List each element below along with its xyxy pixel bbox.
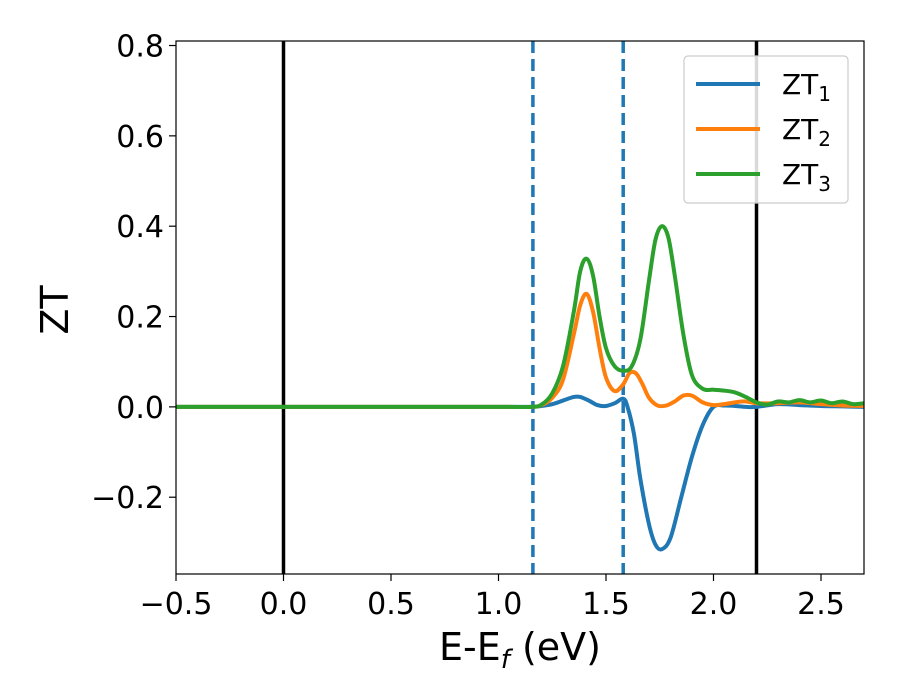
y-tick-label: −0.2 <box>91 481 164 516</box>
x-tick-label: 1.5 <box>582 587 630 622</box>
x-tick-label: 0.5 <box>367 587 415 622</box>
y-tick-label: 0.6 <box>116 120 164 155</box>
series-line-zt1 <box>176 394 864 552</box>
legend-label-zt2: ZT2 <box>782 113 831 151</box>
y-tick-label: 0.2 <box>116 301 164 336</box>
legend-label-zt1: ZT1 <box>782 68 831 106</box>
series-lines <box>176 224 864 552</box>
x-tick-label: 2.0 <box>690 587 738 622</box>
x-tick-label: 2.5 <box>797 587 845 622</box>
x-axis: −0.5 0.0 0.5 1.0 1.5 2.0 2.5 <box>140 574 845 622</box>
y-axis-title: ZT <box>33 285 77 335</box>
y-tick-label: 0.4 <box>116 210 164 245</box>
legend-label-zt3: ZT3 <box>782 158 831 196</box>
legend: ZT1 ZT2 ZT3 <box>683 55 849 204</box>
x-tick-label: 0.0 <box>260 587 308 622</box>
series-line-zt2 <box>176 291 864 410</box>
legend-box <box>683 55 849 204</box>
plot-frame <box>175 40 865 575</box>
y-tick-label: 0.0 <box>116 391 164 426</box>
x-tick-label: 1.0 <box>475 587 523 622</box>
y-tick-label: 0.8 <box>116 30 164 65</box>
x-tick-label: −0.5 <box>140 587 213 622</box>
x-axis-title: E-Ef (eV) <box>439 625 601 675</box>
y-axis: −0.2 0.0 0.2 0.4 0.6 0.8 <box>91 30 176 516</box>
series-line-zt3 <box>176 224 864 410</box>
